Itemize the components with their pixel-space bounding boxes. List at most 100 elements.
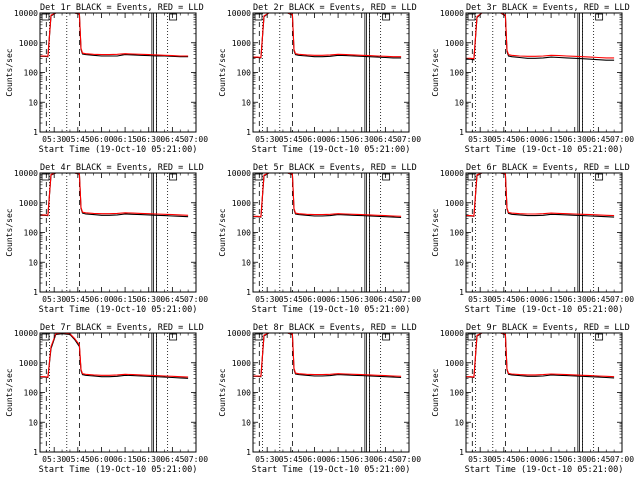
x-tick-label: 06:00 bbox=[89, 295, 113, 304]
y-tick-label: 1 bbox=[459, 448, 464, 457]
y-tick-label: 10 bbox=[241, 258, 251, 267]
plot-frame bbox=[252, 332, 410, 453]
corner-marker bbox=[254, 13, 263, 21]
y-tick-label: 100 bbox=[24, 229, 39, 238]
y-tick-label: 1000 bbox=[19, 359, 38, 368]
y-tick-label: 1 bbox=[33, 128, 38, 137]
series-line-red bbox=[466, 173, 615, 217]
x-tick-label: 07:00 bbox=[184, 135, 208, 144]
x-tick-label: 05:30 bbox=[42, 295, 66, 304]
panel-title: Det 7r BLACK = Events, RED = LLD bbox=[40, 323, 204, 333]
panel-title: Det 2r BLACK = Events, RED = LLD bbox=[253, 3, 417, 13]
y-tick-label: 100 bbox=[24, 389, 39, 398]
x-axis-label: Start Time (19-Oct-10 05:21:00) bbox=[39, 465, 198, 475]
y-tick-label: 1000 bbox=[445, 359, 464, 368]
x-tick-label: 06:45 bbox=[586, 135, 610, 144]
x-tick-label: 06:30 bbox=[563, 135, 587, 144]
x-tick-label: 06:45 bbox=[586, 455, 610, 464]
x-tick-label: 06:45 bbox=[160, 455, 184, 464]
x-tick-label: 06:00 bbox=[89, 135, 113, 144]
series-line-black bbox=[466, 173, 615, 218]
panel-det-7: Det 7r BLACK = Events, RED = LLD 1 10 100 10… bbox=[5, 323, 208, 475]
x-tick-label: 06:15 bbox=[326, 455, 350, 464]
panel-title: Det 4r BLACK = Events, RED = LLD bbox=[40, 163, 204, 173]
corner-marker bbox=[41, 13, 50, 21]
x-tick-label: 06:15 bbox=[113, 295, 137, 304]
y-tick-label: 10 bbox=[28, 258, 38, 267]
corner-marker bbox=[254, 173, 263, 181]
x-axis-label: Start Time (19-Oct-10 05:21:00) bbox=[252, 305, 411, 315]
y-tick-label: 1 bbox=[33, 288, 38, 297]
plot-frame bbox=[465, 172, 623, 293]
x-tick-label: 06:00 bbox=[515, 135, 539, 144]
x-tick-label: 06:30 bbox=[350, 295, 374, 304]
x-tick-label: 06:15 bbox=[539, 455, 563, 464]
y-tick-label: 10000 bbox=[440, 329, 464, 338]
series-line-red bbox=[466, 13, 615, 60]
panel-title: Det 1r BLACK = Events, RED = LLD bbox=[40, 3, 204, 13]
x-tick-label: 07:00 bbox=[397, 295, 421, 304]
x-tick-label: 06:15 bbox=[113, 135, 137, 144]
x-tick-label: 05:45 bbox=[279, 455, 303, 464]
x-tick-label: 07:00 bbox=[610, 455, 634, 464]
x-tick-label: 07:00 bbox=[184, 295, 208, 304]
x-tick-label: 06:15 bbox=[113, 455, 137, 464]
x-tick-label: 05:30 bbox=[255, 135, 279, 144]
x-tick-label: 06:30 bbox=[350, 135, 374, 144]
x-axis-label: Start Time (19-Oct-10 05:21:00) bbox=[39, 305, 198, 315]
x-tick-label: 06:30 bbox=[137, 135, 161, 144]
x-tick-label: 05:30 bbox=[468, 135, 492, 144]
plot-frame bbox=[465, 332, 623, 453]
series-line-red bbox=[40, 13, 189, 57]
y-axis-label: Counts/sec bbox=[431, 48, 440, 96]
y-tick-label: 1000 bbox=[232, 39, 251, 48]
series-line-red bbox=[40, 333, 189, 378]
y-tick-label: 10000 bbox=[14, 329, 38, 338]
corner-marker bbox=[41, 333, 50, 341]
y-tick-label: 1 bbox=[459, 128, 464, 137]
y-tick-label: 10 bbox=[241, 418, 251, 427]
panel-det-2: Det 2r BLACK = Events, RED = LLD 1 10 100 10… bbox=[218, 3, 421, 155]
panel-title: Det 5r BLACK = Events, RED = LLD bbox=[253, 163, 417, 173]
x-tick-label: 07:00 bbox=[610, 135, 634, 144]
y-tick-label: 1 bbox=[246, 128, 251, 137]
corner-marker bbox=[467, 13, 476, 21]
panel-det-6: Det 6r BLACK = Events, RED = LLD 1 10 100 10… bbox=[431, 163, 634, 315]
panel-title: Det 9r BLACK = Events, RED = LLD bbox=[466, 323, 630, 333]
panel-det-8: Det 8r BLACK = Events, RED = LLD 1 10 100 10… bbox=[218, 323, 421, 475]
panel-det-1: Det 1r BLACK = Events, RED = LLD 1 10 100 10… bbox=[5, 3, 208, 155]
y-axis-label: Counts/sec bbox=[5, 48, 14, 96]
y-tick-label: 100 bbox=[237, 389, 252, 398]
plot-frame bbox=[39, 332, 197, 453]
series-line-black bbox=[253, 173, 402, 219]
x-tick-label: 06:00 bbox=[515, 295, 539, 304]
x-tick-label: 06:30 bbox=[563, 295, 587, 304]
panel-title: Det 8r BLACK = Events, RED = LLD bbox=[253, 323, 417, 333]
y-tick-label: 10 bbox=[454, 418, 464, 427]
x-tick-label: 06:30 bbox=[137, 295, 161, 304]
x-axis-label: Start Time (19-Oct-10 05:21:00) bbox=[252, 465, 411, 475]
series-line-red bbox=[253, 13, 402, 59]
x-tick-label: 05:45 bbox=[492, 295, 516, 304]
y-axis-label: Counts/sec bbox=[218, 48, 227, 96]
x-tick-label: 05:45 bbox=[279, 135, 303, 144]
series-line-red bbox=[466, 333, 615, 378]
y-tick-label: 10000 bbox=[14, 169, 38, 178]
x-tick-label: 06:15 bbox=[326, 135, 350, 144]
x-tick-label: 05:45 bbox=[492, 135, 516, 144]
plot-frame bbox=[39, 12, 197, 133]
corner-marker bbox=[169, 333, 178, 341]
x-tick-label: 05:45 bbox=[492, 455, 516, 464]
panel-det-5: Det 5r BLACK = Events, RED = LLD 1 10 100 10… bbox=[218, 163, 421, 315]
y-tick-label: 1000 bbox=[19, 39, 38, 48]
x-tick-label: 07:00 bbox=[397, 135, 421, 144]
series-line-red bbox=[253, 173, 402, 218]
x-tick-label: 06:45 bbox=[586, 295, 610, 304]
x-tick-label: 06:15 bbox=[539, 295, 563, 304]
y-axis-label: Counts/sec bbox=[5, 208, 14, 256]
y-tick-label: 10000 bbox=[14, 9, 38, 18]
y-tick-label: 10 bbox=[28, 98, 38, 107]
y-tick-label: 100 bbox=[237, 69, 252, 78]
